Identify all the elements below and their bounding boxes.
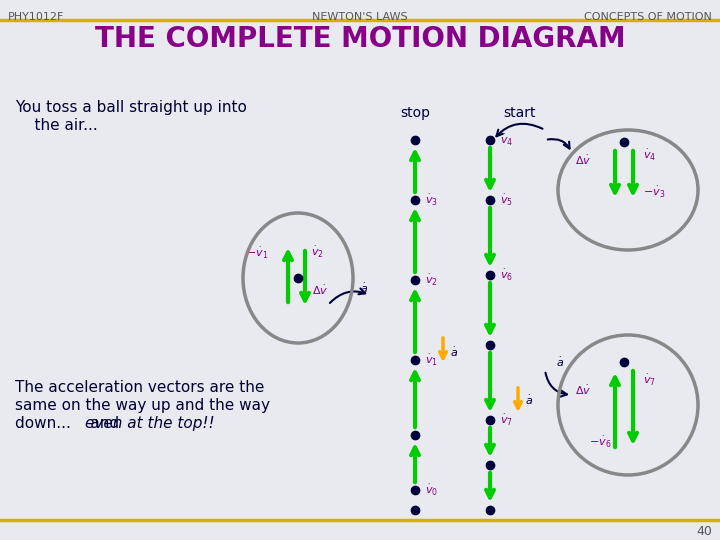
Text: $-\dot{v}_1$: $-\dot{v}_1$	[246, 246, 268, 260]
Text: $\dot{v}_4$: $\dot{v}_4$	[500, 132, 513, 147]
Text: $\dot{a}$: $\dot{a}$	[525, 393, 533, 407]
Text: $\dot{v}_7$: $\dot{v}_7$	[643, 373, 656, 388]
Text: down...    and: down... and	[15, 416, 124, 431]
Text: even at the top!!: even at the top!!	[85, 416, 215, 431]
Text: $\dot{a}$: $\dot{a}$	[360, 281, 368, 295]
Text: $\dot{a}$: $\dot{a}$	[556, 355, 564, 369]
Text: 40: 40	[696, 525, 712, 538]
Text: You toss a ball straight up into: You toss a ball straight up into	[15, 100, 247, 115]
Text: $\dot{v}_2$: $\dot{v}_2$	[311, 245, 324, 260]
Text: $\Delta\dot{v}$: $\Delta\dot{v}$	[575, 153, 591, 167]
Text: $\dot{a}$: $\dot{a}$	[450, 346, 458, 359]
Text: $\dot{v}_6$: $\dot{v}_6$	[500, 267, 513, 282]
Text: $\dot{v}_7$: $\dot{v}_7$	[500, 413, 513, 428]
Text: $\dot{v}_1$: $\dot{v}_1$	[425, 353, 438, 368]
Text: the air...: the air...	[15, 118, 98, 133]
Text: THE COMPLETE MOTION DIAGRAM: THE COMPLETE MOTION DIAGRAM	[95, 25, 625, 53]
Text: CONCEPTS OF MOTION: CONCEPTS OF MOTION	[584, 12, 712, 22]
Text: PHY1012F: PHY1012F	[8, 12, 64, 22]
Text: stop: stop	[400, 106, 430, 120]
Text: $-\dot{v}_6$: $-\dot{v}_6$	[589, 435, 611, 449]
Text: start: start	[504, 106, 536, 120]
Text: $\dot{v}_4$: $\dot{v}_4$	[643, 147, 656, 163]
Text: The acceleration vectors are the: The acceleration vectors are the	[15, 380, 264, 395]
Text: same on the way up and the way: same on the way up and the way	[15, 398, 270, 413]
Text: $\dot{v}_0$: $\dot{v}_0$	[425, 482, 438, 497]
Text: $\dot{v}_2$: $\dot{v}_2$	[425, 273, 438, 287]
Text: $\Delta\dot{v}$: $\Delta\dot{v}$	[575, 383, 591, 397]
Text: $\dot{v}_5$: $\dot{v}_5$	[500, 192, 513, 207]
Text: $\Delta\dot{v}$: $\Delta\dot{v}$	[312, 284, 328, 296]
Text: NEWTON'S LAWS: NEWTON'S LAWS	[312, 12, 408, 22]
Text: $\dot{v}_3$: $\dot{v}_3$	[425, 192, 438, 207]
Text: $-\dot{v}_3$: $-\dot{v}_3$	[643, 185, 665, 200]
